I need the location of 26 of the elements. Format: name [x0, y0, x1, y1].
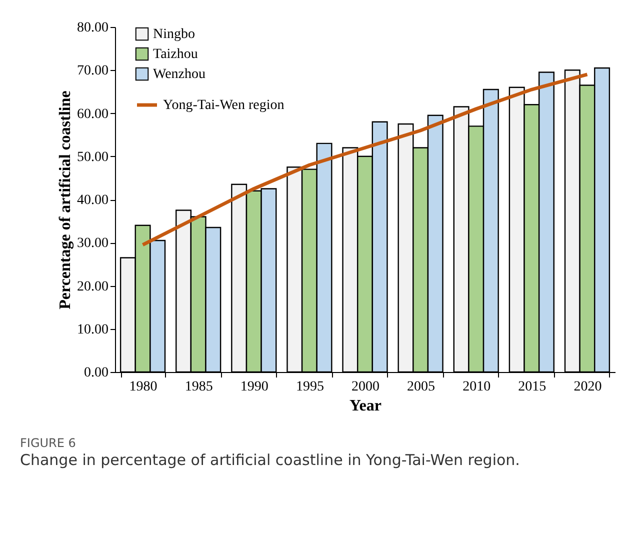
x-axis-title: Year — [350, 398, 382, 414]
caption: FIGURE 6 — [20, 436, 76, 450]
y-axis-title: Percentage of artificial coastline — [57, 90, 74, 310]
x-tick-label: 2005 — [407, 380, 436, 394]
y-tick-label: 0.00 — [84, 366, 108, 380]
y-tick-label: 50.00 — [77, 150, 108, 165]
x-tick-label: 1990 — [240, 380, 268, 394]
legend-label: Ningbo — [153, 27, 195, 42]
x-tick-label: 2020 — [574, 380, 602, 394]
y-tick-label: 70.00 — [77, 64, 108, 79]
legend-label: Taizhou — [153, 47, 198, 62]
text: Change in percentage of artificial coastline in Yong-Tai-Wen region. — [20, 451, 520, 469]
x-tick-label: 2010 — [462, 380, 491, 394]
y-tick-label: 60.00 — [77, 106, 108, 122]
legend-label: Yong-Tai-Wen region — [163, 98, 284, 113]
y-tick-label: 80.00 — [77, 20, 108, 36]
x-tick-label: 2000 — [352, 380, 380, 394]
x-tick-label: 1980 — [129, 380, 158, 394]
y-tick-label: 10.00 — [77, 322, 108, 338]
x-tick-label: 1985 — [184, 380, 213, 394]
x-tick-label: 2015 — [518, 380, 546, 394]
legend-label: Wenzhou — [153, 67, 206, 82]
y-tick-label: 20.00 — [77, 279, 108, 294]
x-tick-label: 1995 — [296, 380, 324, 394]
y-tick-label: 40.00 — [77, 193, 108, 208]
y-tick-label: 30.00 — [77, 236, 108, 252]
